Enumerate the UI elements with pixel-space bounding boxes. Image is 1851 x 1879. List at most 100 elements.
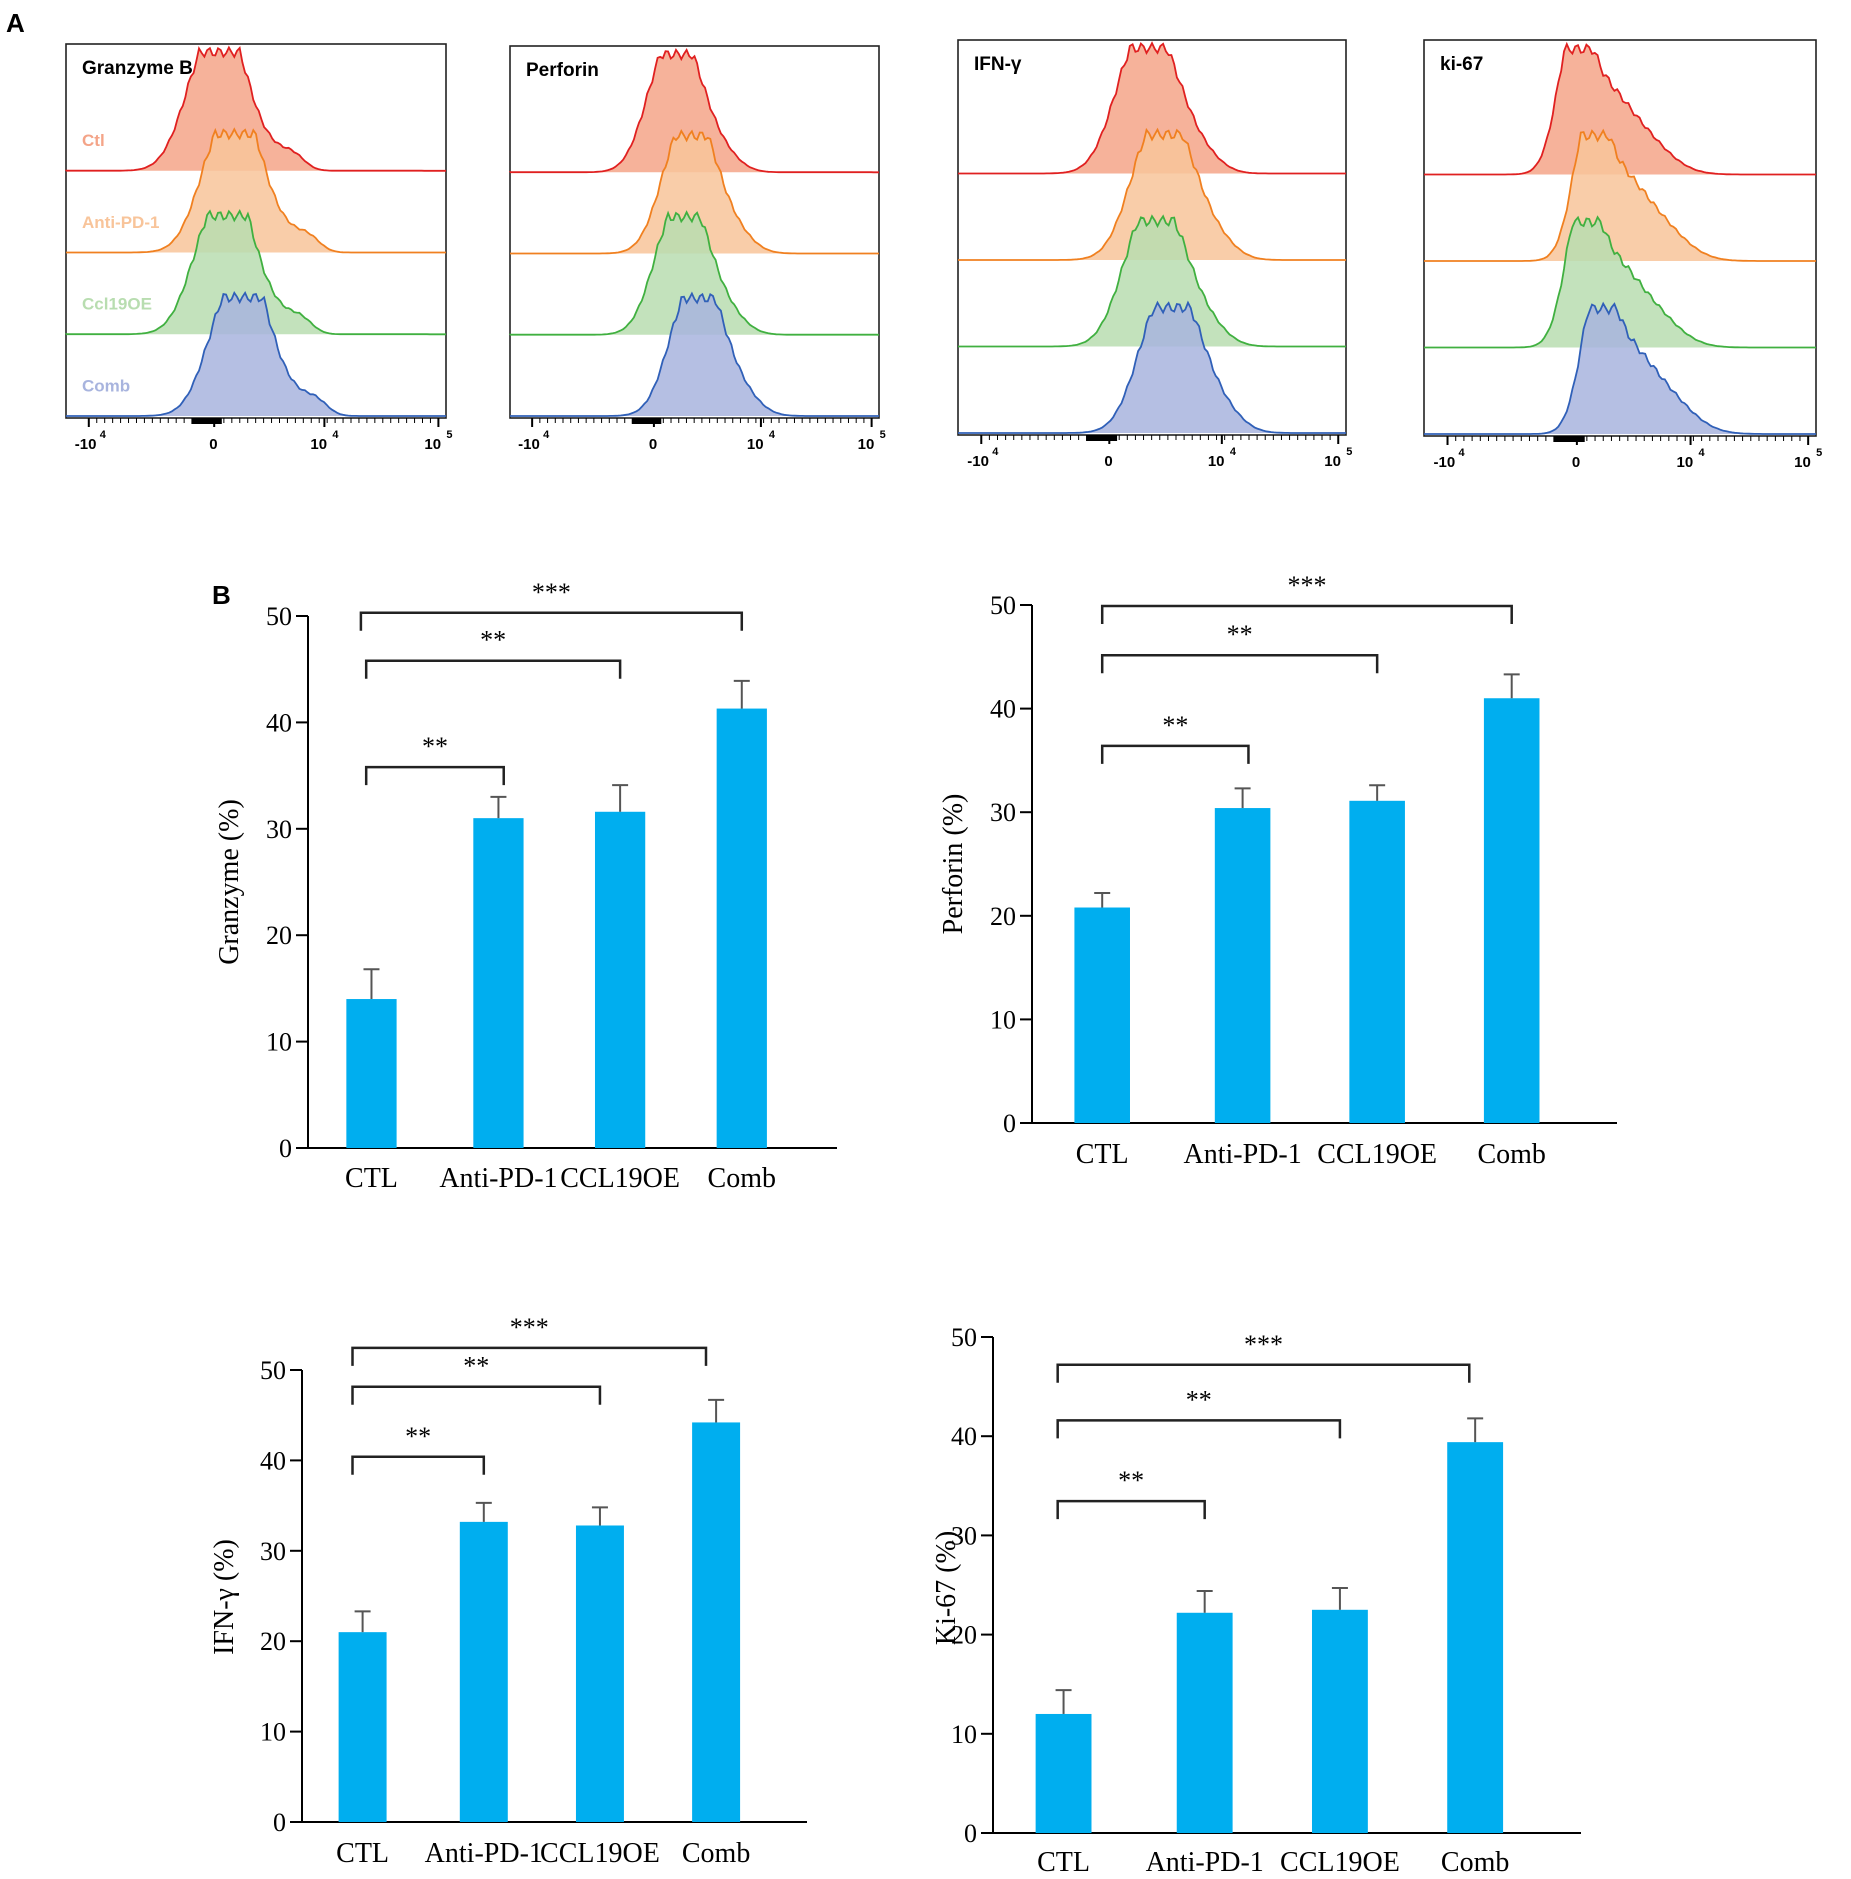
histogram-line-comb: [510, 291, 879, 417]
y-tick-label: 20: [266, 921, 292, 950]
bar-ctl: [1035, 1713, 1092, 1833]
x-category-label: CTL: [345, 1163, 398, 1194]
histogram-title: Perforin: [526, 60, 599, 81]
bar-comb: [1447, 1442, 1504, 1833]
significance-label: ***: [1287, 571, 1326, 600]
histogram-zero-cluster: [631, 418, 662, 424]
bar-ctl: [346, 999, 397, 1148]
histogram-title: IFN-γ: [974, 54, 1022, 75]
y-tick-label: 20: [990, 902, 1016, 931]
y-tick-label: 20: [951, 1621, 977, 1650]
y-tick-label: 10: [990, 1005, 1016, 1034]
significance-bracket: [359, 611, 744, 631]
y-tick-label: 40: [266, 708, 292, 737]
histogram-zero-cluster: [191, 418, 222, 424]
y-tick-label: 20: [260, 1627, 286, 1656]
histogram-fill-comb: [1424, 303, 1816, 434]
bar-ctl: [1074, 907, 1130, 1123]
significance-label: **: [1186, 1385, 1212, 1414]
histogram-fill-comb: [958, 302, 1346, 433]
histogram-fill-ctl: [510, 49, 879, 173]
histogram-fill-anti_pd1: [66, 129, 446, 253]
significance-label: **: [1162, 711, 1188, 740]
significance-label: ***: [510, 1313, 549, 1342]
significance-bracket: [351, 1455, 486, 1475]
x-category-label: CCL19OE: [1317, 1139, 1437, 1170]
histogram-line-comb: [1424, 301, 1816, 435]
y-tick-label: 50: [260, 1356, 286, 1385]
bar-chart: 0 10 20 30 40 50 Ki-67 (%) CTL Anti-PD-1 CCL19OE C…: [931, 1323, 1581, 1878]
y-tick-label: 0: [1003, 1109, 1016, 1138]
histogram-x-tick-exponent: 5: [1816, 447, 1822, 459]
y-axis-label: Perforin (%): [938, 794, 969, 935]
histogram-fill-ccl19oe: [66, 211, 446, 335]
histogram-x-tick-exponent: 4: [100, 429, 107, 441]
x-category-label: Comb: [708, 1163, 776, 1194]
significance-bracket: [1056, 1419, 1342, 1439]
histogram-fill-comb: [66, 292, 446, 416]
histogram-x-tick-label: -10: [967, 453, 989, 470]
significance-label: **: [405, 1422, 431, 1451]
histogram-x-tick-exponent: 4: [1459, 447, 1466, 459]
histogram-x-tick-label: 10: [1324, 453, 1341, 470]
x-category-label: CCL19OE: [560, 1163, 680, 1194]
histogram-x-tick-label: 0: [1104, 453, 1112, 470]
histogram-x-tick-label: 0: [649, 436, 657, 453]
y-tick-label: 40: [951, 1422, 977, 1451]
histogram-x-tick-label: 10: [1677, 454, 1694, 471]
histogram-fill-anti_pd1: [958, 129, 1346, 260]
histogram-zero-cluster: [1086, 435, 1118, 441]
histogram-line-anti_pd1: [510, 129, 879, 255]
histogram-fill-anti_pd1: [510, 131, 879, 254]
bar-chart: 0 10 20 30 40 50 Granzyme (%) CTL Anti-PD-1 CCL19…: [214, 578, 837, 1194]
x-category-label: CCL19OE: [1280, 1847, 1400, 1878]
x-category-label: Anti-PD-1: [1146, 1847, 1264, 1878]
y-tick-label: 10: [951, 1720, 977, 1749]
histogram-x-tick-label: 10: [310, 436, 327, 453]
histogram-fill-ctl: [1424, 44, 1816, 175]
histogram-x-tick-exponent: 4: [543, 429, 550, 441]
significance-label: ***: [532, 578, 571, 607]
histogram-title: ki-67: [1440, 54, 1483, 75]
y-tick-label: 40: [990, 695, 1016, 724]
bar-comb: [692, 1422, 741, 1822]
panel-label-a: A: [6, 8, 25, 38]
histogram-x-tick-exponent: 5: [880, 429, 886, 441]
histogram-title: Granzyme B: [82, 58, 193, 79]
significance-label: ***: [1244, 1330, 1283, 1359]
y-tick-label: 50: [951, 1323, 977, 1352]
y-tick-label: 0: [964, 1819, 977, 1848]
histogram-legend-ccl19oe: Ccl19OE: [82, 295, 152, 314]
bar-anti-pd-1: [459, 1521, 508, 1822]
panel-label-b: B: [212, 580, 231, 610]
significance-label: **: [1118, 1466, 1144, 1495]
histogram-fill-ccl19oe: [1424, 217, 1816, 348]
y-tick-label: 40: [260, 1446, 286, 1475]
histogram-line-comb: [66, 291, 446, 417]
bar-chart: 0 10 20 30 40 50 Perforin (%) CTL Anti-PD-1 CCL19…: [938, 571, 1617, 1170]
histogram-line-ctl: [1424, 41, 1816, 176]
histogram-line-ccl19oe: [1424, 215, 1816, 349]
bar-anti-pd-1: [1214, 808, 1271, 1123]
histogram-x-tick-exponent: 4: [1699, 447, 1706, 459]
histogram-legend-comb: Comb: [82, 376, 130, 395]
histogram-x-tick-label: -10: [1434, 454, 1456, 471]
bar-ctl: [338, 1632, 387, 1822]
x-category-label: Anti-PD-1: [439, 1163, 557, 1194]
histogram-x-tick-label: 0: [209, 436, 217, 453]
histogram-fill-ctl: [958, 43, 1346, 174]
histogram-x-tick-label: 10: [424, 436, 441, 453]
y-tick-label: 50: [990, 591, 1016, 620]
histogram-line-ctl: [958, 41, 1346, 175]
histogram-x-tick-label: 10: [1794, 454, 1811, 471]
histogram-line-ccl19oe: [958, 214, 1346, 348]
bar-ccl19oe: [1311, 1609, 1368, 1833]
x-category-label: Comb: [1477, 1139, 1545, 1170]
histogram-line-comb: [958, 300, 1346, 434]
significance-label: **: [463, 1352, 489, 1381]
histogram-fill-ccl19oe: [510, 212, 879, 335]
